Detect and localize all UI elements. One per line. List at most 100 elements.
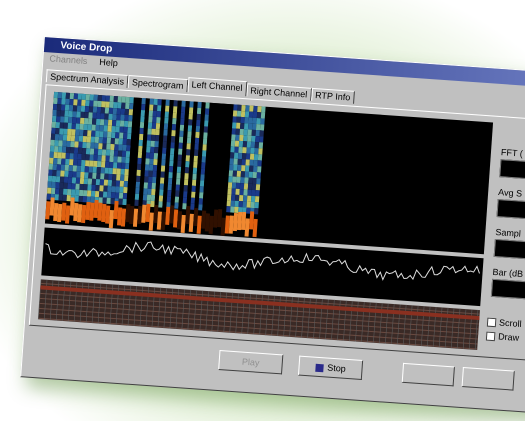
spectrogram-cell	[121, 102, 126, 109]
spectrogram-cell	[95, 118, 101, 126]
tab[interactable]: Left Channel	[186, 77, 247, 97]
spectrogram-cell	[109, 149, 115, 157]
spectrogram-cell	[254, 208, 259, 215]
spectrogram-cell	[138, 200, 143, 207]
spectrogram-cell	[244, 117, 249, 124]
window: Voice Drop Channels Help Spectrum Analysi…	[20, 36, 525, 414]
spectrogram-cell	[115, 186, 120, 193]
spectrogram-cell	[69, 98, 74, 106]
spectrogram-cell	[89, 154, 94, 161]
spectrogram-cell	[143, 182, 149, 189]
spectrogram-cell	[49, 151, 54, 158]
spectrogram-cell	[212, 108, 218, 116]
spectrogram-cell	[229, 152, 235, 159]
button[interactable]	[401, 362, 455, 387]
spectrogram-cell	[239, 122, 245, 130]
menu-item[interactable]: Channels	[49, 53, 88, 67]
spectrogram-cell	[72, 171, 77, 178]
spectrogram-cell	[140, 164, 146, 171]
tab[interactable]: RTP Info	[310, 87, 355, 104]
spectrogram-cell	[219, 193, 224, 200]
spectrogram-cell	[203, 132, 208, 139]
spectrogram-low	[69, 197, 75, 216]
checkbox-box[interactable]	[486, 317, 497, 328]
spectrogram-low	[185, 205, 191, 225]
spectrogram-cell	[197, 156, 202, 163]
spectrogram-cell	[200, 174, 205, 181]
spectrogram-cell	[91, 178, 97, 185]
checkbox[interactable]: Scroll	[486, 317, 522, 330]
spectrogram-cell	[236, 176, 241, 184]
spectrogram-cell	[115, 180, 121, 187]
spectrogram-cell	[181, 154, 187, 162]
spectrogram-cell	[107, 131, 112, 138]
spectrogram-cell	[166, 147, 171, 155]
spectrogram-cell	[175, 178, 181, 185]
button[interactable]	[461, 367, 515, 391]
spectrogram-cell	[140, 109, 146, 117]
spectrogram-cell	[69, 92, 75, 100]
spectrogram-cell	[233, 152, 239, 159]
spectrogram-cell	[113, 156, 118, 163]
spectrogram-low	[53, 202, 59, 222]
spectrogram-cell	[211, 181, 217, 188]
spectrogram-cell	[91, 130, 96, 137]
spectrogram-cell	[254, 196, 260, 203]
tab[interactable]: Spectrogram	[127, 74, 188, 93]
play-button[interactable]: Play	[218, 350, 284, 375]
spectrogram-cell	[147, 128, 152, 135]
spectrogram-cell	[135, 121, 141, 128]
spectrogram-cell	[207, 180, 213, 188]
spectrogram-cell	[74, 141, 79, 148]
spectrogram-cell	[116, 108, 122, 115]
spectrogram-cell	[64, 116, 69, 123]
spectrogram-cell	[253, 153, 259, 161]
spectrogram-cell	[58, 188, 64, 195]
spectrogram-cell	[248, 111, 254, 118]
spectrogram-cell	[207, 132, 212, 139]
spectrogram-cell	[153, 104, 158, 112]
spectrogram-cell	[254, 202, 259, 209]
spectrogram-cell	[190, 149, 195, 156]
spectrogram-cell	[234, 194, 240, 202]
spectrogram-cell	[171, 184, 176, 191]
spectrogram-cell	[250, 141, 256, 148]
spectrogram-cell	[80, 111, 85, 119]
spectrogram-cell	[94, 142, 99, 150]
spectrogram-cell	[235, 182, 241, 190]
spectrogram-cell	[132, 109, 138, 116]
spectrogram-cell	[94, 136, 100, 144]
checkbox-box[interactable]	[485, 331, 496, 342]
menu-item[interactable]: Help	[99, 56, 119, 69]
spectrogram-cell	[81, 99, 86, 107]
spectrogram-cell	[52, 109, 57, 117]
spectrogram-cell	[151, 188, 156, 196]
spectrogram-cell	[76, 111, 81, 118]
spectrogram-cell	[180, 106, 186, 114]
spectrogram-cell	[158, 141, 163, 148]
spectrogram-cell	[48, 169, 53, 176]
spectrogram-cell	[174, 136, 180, 143]
spectrogram-cell	[188, 113, 193, 120]
spectrogram-cell	[198, 144, 203, 151]
spectrogram-cell	[224, 109, 230, 117]
spectrogram-cell	[228, 116, 233, 123]
spectrogram-cell	[54, 140, 59, 147]
spectrogram-cell	[209, 150, 215, 158]
spectrogram-cell	[195, 125, 201, 133]
spectrogram-cell	[117, 96, 122, 103]
spectrogram-cell	[78, 135, 84, 142]
spectrogram-cell	[167, 178, 173, 185]
stop-button[interactable]: Stop	[297, 355, 364, 381]
spectrogram-cell	[235, 134, 240, 141]
spectrogram-cell	[117, 150, 123, 157]
spectrogram-cell	[156, 177, 161, 184]
spectrogram-cell	[133, 157, 138, 164]
spectrogram-cell	[238, 195, 244, 202]
spectrogram-cell	[168, 172, 173, 179]
spectrogram-cell	[131, 133, 136, 140]
checkbox[interactable]: Draw	[485, 331, 519, 343]
spectrogram-cell	[257, 154, 263, 161]
control: Sampl	[493, 227, 525, 261]
spectrogram-cell	[95, 178, 101, 186]
